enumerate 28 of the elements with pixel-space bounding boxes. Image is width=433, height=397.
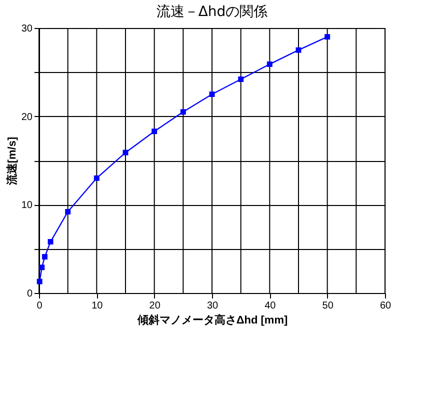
y-tick-label: 30: [21, 24, 33, 34]
point: [209, 92, 215, 97]
point: [94, 175, 100, 181]
x-tick-label: 50: [322, 300, 334, 312]
point: [65, 208, 71, 214]
chart-title: 流速－Δhdの関係: [156, 4, 268, 20]
x-tick-label: 40: [264, 300, 276, 312]
x-tick-label: 20: [149, 300, 161, 312]
y-tick-label: 0: [26, 288, 33, 300]
point: [324, 34, 330, 40]
point: [266, 61, 272, 67]
point: [122, 150, 128, 156]
point: [39, 264, 45, 270]
y-tick-label: 20: [21, 112, 33, 123]
y-axis-title: 流速[m/s]: [5, 136, 18, 186]
point: [180, 109, 186, 115]
point: [42, 254, 48, 260]
point: [296, 47, 302, 53]
x-tick-label: 0: [36, 300, 43, 312]
y-tick-label: 10: [21, 200, 33, 212]
x-axis-title: 傾斜マノメータ高さΔhd [mm]: [136, 314, 288, 326]
point: [152, 128, 158, 134]
point: [238, 76, 244, 82]
x-tick-label: 30: [206, 300, 218, 312]
x-tick-label: 60: [380, 300, 392, 312]
x-tick-label: 10: [92, 300, 104, 312]
point: [48, 239, 54, 245]
point: [36, 278, 42, 284]
